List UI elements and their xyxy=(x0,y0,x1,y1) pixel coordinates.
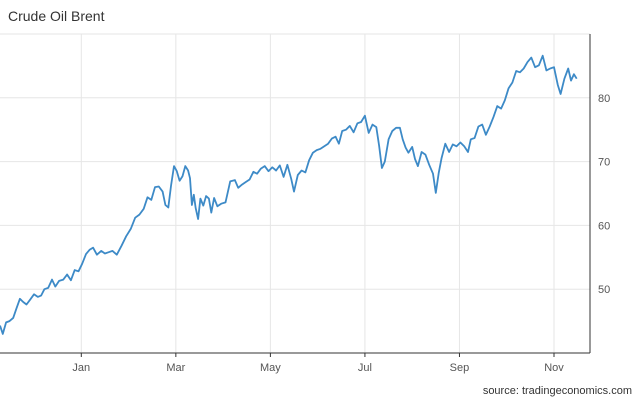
x-tick-label: Mar xyxy=(166,362,185,374)
y-tick-label: 50 xyxy=(598,284,610,296)
x-tick-label: Nov xyxy=(544,362,564,374)
x-tick-label: Jan xyxy=(72,362,90,374)
y-tick-label: 70 xyxy=(598,157,610,169)
y-tick-label: 80 xyxy=(598,93,610,105)
y-tick-label: 60 xyxy=(598,220,610,232)
x-tick-label: Jul xyxy=(358,362,372,374)
series-line xyxy=(0,54,578,335)
x-tick-label: Sep xyxy=(450,362,470,374)
x-tick-label: May xyxy=(260,362,281,374)
chart-title: Crude Oil Brent xyxy=(8,8,105,24)
source-credit: source: tradingeconomics.com xyxy=(482,385,632,397)
